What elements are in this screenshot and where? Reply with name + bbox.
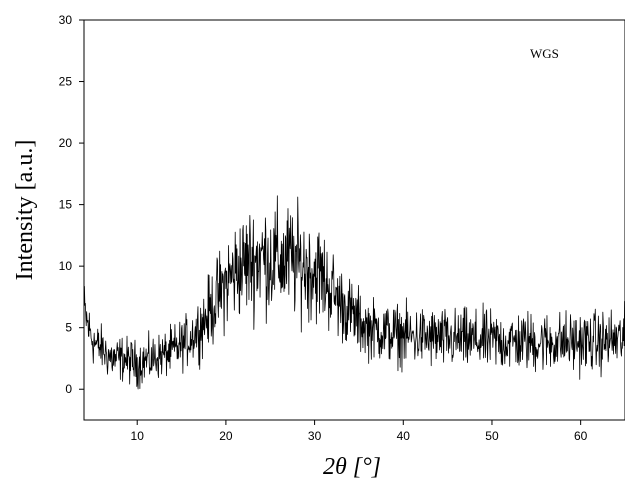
data-series: [83, 195, 625, 390]
y-tick-label: 0: [65, 382, 72, 396]
y-tick-label: 25: [59, 75, 73, 89]
x-tick-label: 40: [397, 429, 411, 443]
legend-label: WGS: [530, 46, 559, 61]
x-tick-label: 50: [485, 429, 499, 443]
y-tick-label: 10: [59, 259, 73, 273]
y-tick-label: 30: [59, 13, 73, 27]
y-tick-label: 15: [59, 198, 73, 212]
x-axis: 10 20 30 40 50 60: [131, 420, 588, 443]
y-axis: 0 5 10 15 20 25 30: [59, 13, 84, 396]
y-tick-label: 20: [59, 136, 73, 150]
series-line: [83, 195, 625, 390]
plot-area-frame: [83, 19, 625, 421]
y-axis-title: Intensity [a.u.]: [12, 140, 38, 281]
x-tick-label: 20: [219, 429, 233, 443]
x-tick-label: 30: [308, 429, 322, 443]
x-tick-label: 10: [131, 429, 145, 443]
x-axis-title: 2θ [°]: [323, 454, 381, 478]
y-tick-label: 5: [65, 321, 72, 335]
x-tick-label: 60: [574, 429, 588, 443]
